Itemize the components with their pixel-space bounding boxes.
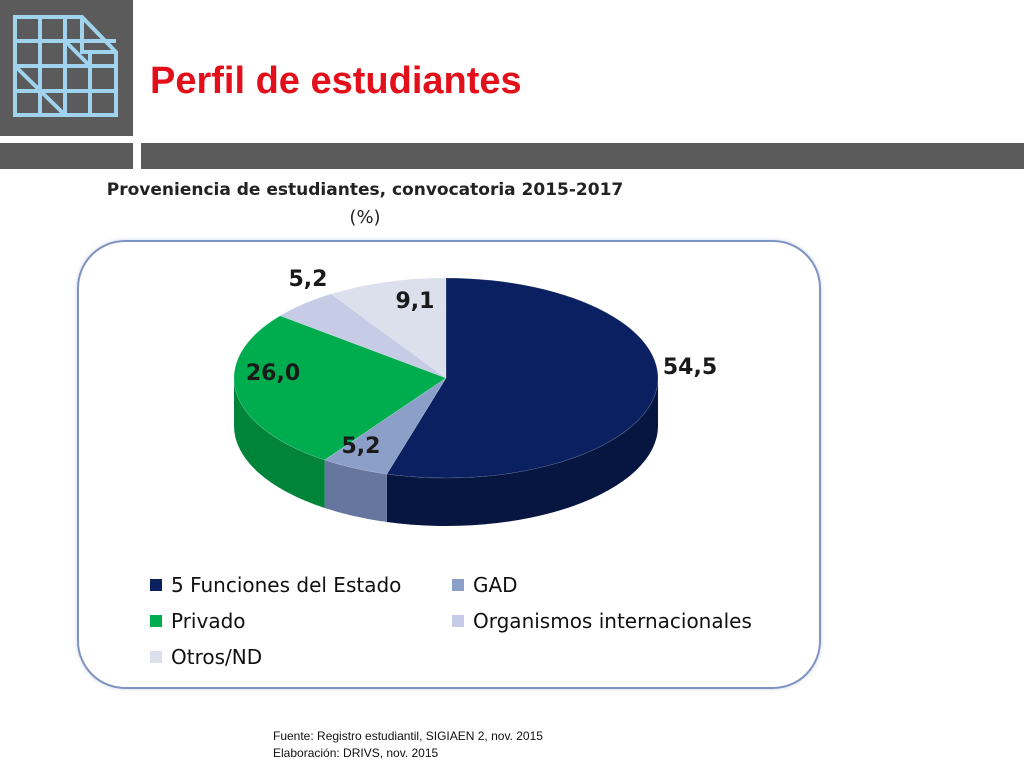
- page-title: Perfil de estudiantes: [150, 60, 522, 102]
- logo-box: [0, 0, 133, 136]
- header-bar-right: [141, 143, 1024, 169]
- source-note: Fuente: Registro estudiantil, SIGIAEN 2,…: [273, 728, 543, 762]
- legend-item-funciones: 5 Funciones del Estado: [150, 570, 452, 600]
- pie-side-gad: [324, 459, 387, 523]
- pie-side-privado: [234, 378, 325, 508]
- legend-label-otros: Otros/ND: [171, 645, 263, 669]
- legend-swatch-organismos: [452, 615, 464, 627]
- chart-legend: 5 Funciones del Estado GAD Privado Organ…: [150, 570, 790, 672]
- pie-slice-funciones: [386, 277, 659, 479]
- legend-label-gad: GAD: [473, 573, 518, 597]
- legend-swatch-otros: [150, 651, 162, 663]
- pie-slice-gad: [323, 377, 447, 475]
- pie-slice-otros: [330, 277, 447, 379]
- header-bar-left: [0, 143, 133, 169]
- data-label-organismos: 5,2: [289, 267, 328, 292]
- credit-line: Elaboración: DRIVS, nov. 2015: [273, 746, 439, 760]
- pie-slice-privado: [233, 315, 447, 461]
- legend-item-gad: GAD: [452, 570, 782, 600]
- data-label-gad: 5,2: [342, 434, 381, 459]
- data-label-privado: 26,0: [246, 361, 300, 386]
- legend-swatch-privado: [150, 615, 162, 627]
- data-label-otros: 9,1: [396, 289, 435, 314]
- legend-swatch-gad: [452, 579, 464, 591]
- source-line: Fuente: Registro estudiantil, SIGIAEN 2,…: [273, 729, 543, 743]
- legend-swatch-funciones: [150, 579, 162, 591]
- legend-label-funciones: 5 Funciones del Estado: [171, 573, 402, 597]
- chart-subtitle: (%): [349, 207, 381, 228]
- chart-frame: [77, 240, 821, 689]
- legend-item-privado: Privado: [150, 606, 452, 636]
- legend-label-privado: Privado: [171, 609, 246, 633]
- grid-document-icon: [13, 15, 118, 117]
- pie-side-funciones: [386, 378, 658, 526]
- chart-title: Proveniencia de estudiantes, convocatori…: [106, 180, 624, 200]
- pie-slice-organismos: [279, 293, 447, 379]
- data-label-funciones: 54,5: [663, 355, 717, 380]
- legend-label-organismos: Organismos internacionales: [473, 609, 752, 633]
- legend-item-organismos: Organismos internacionales: [452, 606, 782, 636]
- legend-item-otros: Otros/ND: [150, 642, 452, 672]
